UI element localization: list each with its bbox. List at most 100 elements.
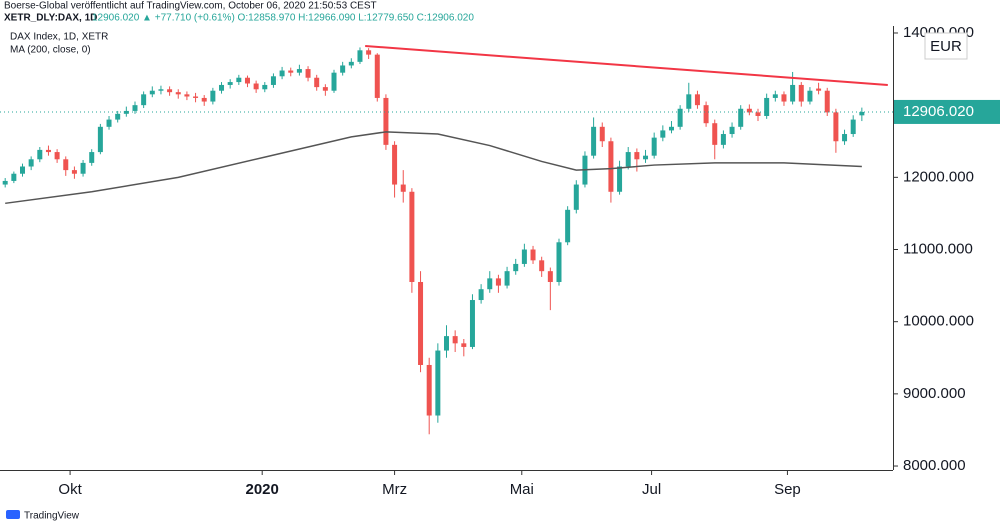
candle-body — [556, 242, 562, 282]
candle-body — [547, 271, 553, 282]
candle-body — [790, 84, 796, 102]
candle-body — [89, 152, 95, 163]
candle-body — [158, 89, 164, 91]
candle-body — [409, 191, 415, 282]
symbol: XETR_DLY:DAX, 1D — [4, 13, 97, 24]
plot: 8000.000 9000.000 10000.000 11000.000 12000.… — [0, 24, 974, 498]
x-tick-label: Mrz — [382, 481, 407, 498]
last-price-label: 12906.020 — [903, 103, 974, 120]
candle-body — [253, 83, 259, 90]
candle-body — [807, 90, 813, 102]
moving-average — [5, 131, 862, 205]
candle-body — [305, 69, 311, 78]
candle-body — [677, 108, 683, 127]
candle-body — [859, 111, 865, 116]
candle-body — [816, 88, 822, 91]
candle-body — [357, 50, 363, 62]
candle-body — [452, 336, 458, 344]
candle-body — [504, 271, 510, 286]
candle-body — [279, 70, 285, 77]
candle-body — [288, 70, 294, 73]
candle-body — [781, 94, 787, 102]
candle-body — [167, 89, 173, 93]
candle-body — [513, 263, 519, 272]
candle-body — [435, 350, 441, 416]
candle-body — [591, 126, 597, 156]
candle-body — [366, 50, 372, 55]
candle-body — [19, 166, 25, 174]
candle-body — [634, 152, 640, 160]
x-tick-label: 2020 — [246, 481, 279, 498]
candle-body — [720, 134, 726, 145]
candle-body — [729, 126, 735, 135]
y-tick-label: 9000.000 — [903, 385, 966, 402]
candle-body — [106, 119, 112, 127]
candle-body — [123, 110, 129, 114]
candle-body — [322, 87, 328, 91]
candle-body — [227, 82, 233, 85]
candle-body — [63, 159, 69, 171]
candle-body — [478, 289, 484, 301]
candle-body — [400, 184, 406, 192]
x-tick-label: Sep — [774, 481, 801, 498]
currency: EUR — [930, 38, 962, 55]
candle-body — [296, 69, 302, 73]
y-tick-label: 8000.000 — [903, 457, 966, 474]
candle-body — [270, 76, 276, 85]
candle-body — [236, 77, 242, 83]
candle-body — [772, 94, 778, 98]
candle-body — [418, 281, 424, 365]
candle-body — [487, 278, 493, 290]
publisher: Boerse-Global veröffentlicht auf Trading… — [4, 1, 377, 12]
candle-body — [738, 108, 744, 127]
candle-body — [833, 112, 839, 142]
y-tick-label: 12000.000 — [903, 168, 974, 185]
candle-body — [599, 126, 605, 142]
candle-body — [392, 144, 398, 185]
candle-body — [824, 90, 830, 113]
candle-body — [193, 96, 199, 98]
candle-body — [54, 152, 60, 160]
candle-body — [244, 77, 250, 84]
candle-body — [530, 249, 536, 261]
candle-body — [210, 90, 216, 102]
candle-body — [314, 77, 320, 88]
candle-body — [668, 126, 674, 131]
quote: 12906.020 ▲ +77.710 (+0.61%) O:12858.970… — [92, 13, 474, 24]
candle-body — [383, 97, 389, 145]
candle-body — [573, 184, 579, 210]
candle-body — [625, 152, 631, 167]
candle-body — [219, 84, 225, 91]
candle-body — [798, 84, 804, 102]
candle-body — [201, 97, 207, 102]
logo — [6, 510, 20, 519]
candle-body — [262, 84, 268, 90]
candle-body — [565, 209, 571, 243]
candle-body — [608, 141, 614, 192]
candle-body — [331, 72, 337, 91]
candle-body — [712, 123, 718, 145]
candle-body — [495, 278, 501, 286]
last-price-box — [894, 99, 1000, 124]
candle-body — [80, 162, 86, 174]
candle-body — [444, 336, 449, 351]
candle-body — [28, 159, 34, 167]
candle-body — [115, 113, 121, 120]
candle-body — [149, 90, 155, 95]
candle-body — [426, 364, 432, 416]
footer: TradingView — [24, 511, 80, 522]
candle-body — [703, 105, 709, 124]
candle-body — [842, 134, 848, 142]
trend-line — [365, 44, 888, 86]
candle-body — [660, 130, 666, 138]
candle-body — [850, 119, 856, 135]
candle-body — [374, 54, 380, 98]
candle-body — [686, 94, 692, 109]
y-tick-label: 10000.000 — [903, 313, 974, 330]
candle-body — [97, 126, 103, 153]
candle-body — [469, 300, 475, 347]
candle-body — [175, 92, 181, 95]
candle-body — [539, 260, 545, 272]
legend-item: DAX Index, 1D, XETR — [10, 32, 108, 43]
